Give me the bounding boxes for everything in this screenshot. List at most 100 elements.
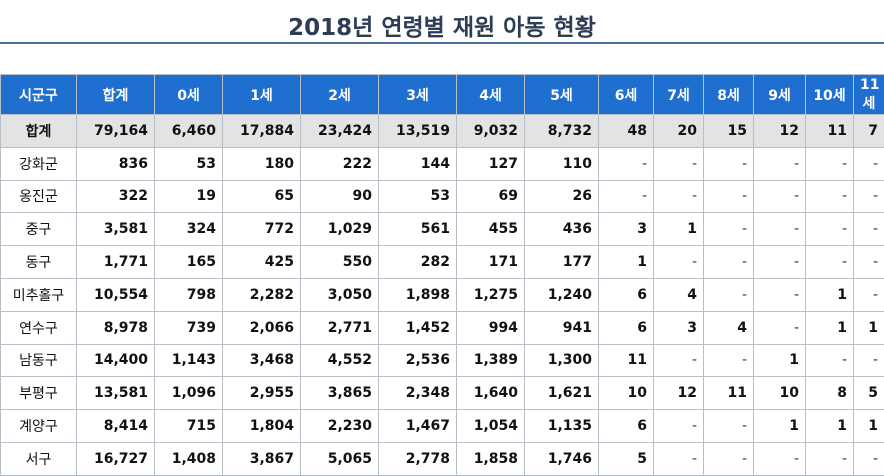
- count-cell: 4,552: [301, 344, 379, 377]
- count-cell: 1,452: [379, 311, 457, 344]
- count-cell: 10: [599, 377, 654, 410]
- page-title: 2018년 연령별 재원 아동 현황: [0, 8, 884, 42]
- count-cell: 994: [457, 311, 525, 344]
- district-cell: 남동구: [1, 344, 77, 377]
- count-cell: 550: [301, 246, 379, 279]
- count-cell: 3,867: [223, 442, 301, 475]
- count-cell: 10,554: [77, 278, 155, 311]
- count-cell: 17,884: [223, 115, 301, 148]
- count-cell: 20: [654, 115, 704, 148]
- count-cell: 1,467: [379, 410, 457, 443]
- count-cell: -: [754, 180, 806, 213]
- count-cell: -: [654, 410, 704, 443]
- count-cell: 1,300: [525, 344, 599, 377]
- count-cell: 941: [525, 311, 599, 344]
- count-cell: 69: [457, 180, 525, 213]
- count-cell: 2,348: [379, 377, 457, 410]
- count-cell: 1,858: [457, 442, 525, 475]
- count-cell: 1,621: [525, 377, 599, 410]
- count-cell: -: [654, 246, 704, 279]
- count-cell: 9,032: [457, 115, 525, 148]
- count-cell: 1,029: [301, 213, 379, 246]
- count-cell: -: [854, 442, 884, 475]
- count-cell: -: [806, 147, 854, 180]
- count-cell: 436: [525, 213, 599, 246]
- count-cell: 1: [854, 311, 884, 344]
- count-cell: 79,164: [77, 115, 155, 148]
- count-cell: 6,460: [155, 115, 223, 148]
- count-cell: 324: [155, 213, 223, 246]
- count-cell: 1,408: [155, 442, 223, 475]
- count-cell: -: [754, 278, 806, 311]
- district-cell: 동구: [1, 246, 77, 279]
- count-cell: -: [854, 246, 884, 279]
- count-cell: 5: [854, 377, 884, 410]
- count-cell: 836: [77, 147, 155, 180]
- count-cell: 5: [599, 442, 654, 475]
- column-header: 시군구: [1, 75, 77, 115]
- count-cell: 13,581: [77, 377, 155, 410]
- count-cell: 772: [223, 213, 301, 246]
- count-cell: -: [704, 344, 754, 377]
- column-header: 0세: [155, 75, 223, 115]
- count-cell: 1,804: [223, 410, 301, 443]
- count-cell: 23,424: [301, 115, 379, 148]
- count-cell: 1,054: [457, 410, 525, 443]
- count-cell: -: [704, 180, 754, 213]
- count-cell: 1: [754, 410, 806, 443]
- count-cell: 3,865: [301, 377, 379, 410]
- title-underline: [0, 42, 884, 44]
- count-cell: 1: [806, 311, 854, 344]
- count-cell: 15: [704, 115, 754, 148]
- count-cell: 282: [379, 246, 457, 279]
- column-header: 11세: [854, 75, 884, 115]
- count-cell: 1,096: [155, 377, 223, 410]
- count-cell: -: [599, 147, 654, 180]
- count-cell: 90: [301, 180, 379, 213]
- column-header: 4세: [457, 75, 525, 115]
- count-cell: 1: [599, 246, 654, 279]
- count-cell: -: [854, 213, 884, 246]
- count-cell: 2,282: [223, 278, 301, 311]
- count-cell: 6: [599, 311, 654, 344]
- count-cell: -: [854, 147, 884, 180]
- count-cell: -: [704, 278, 754, 311]
- count-cell: 53: [379, 180, 457, 213]
- column-header: 3세: [379, 75, 457, 115]
- count-cell: 8,978: [77, 311, 155, 344]
- count-cell: 48: [599, 115, 654, 148]
- count-cell: -: [654, 147, 704, 180]
- count-cell: 1,898: [379, 278, 457, 311]
- count-cell: 455: [457, 213, 525, 246]
- count-cell: 222: [301, 147, 379, 180]
- count-cell: 10: [754, 377, 806, 410]
- count-cell: -: [854, 278, 884, 311]
- count-cell: 1,746: [525, 442, 599, 475]
- count-cell: 3: [654, 311, 704, 344]
- count-cell: -: [754, 442, 806, 475]
- count-cell: 1,640: [457, 377, 525, 410]
- count-cell: 1: [854, 410, 884, 443]
- title-area: 2018년 연령별 재원 아동 현황: [0, 0, 884, 44]
- count-cell: 11: [704, 377, 754, 410]
- count-cell: 6: [599, 278, 654, 311]
- count-cell: 2,778: [379, 442, 457, 475]
- count-cell: 12: [754, 115, 806, 148]
- count-cell: 1,240: [525, 278, 599, 311]
- count-cell: 13,519: [379, 115, 457, 148]
- count-cell: -: [704, 246, 754, 279]
- count-cell: 6: [599, 410, 654, 443]
- count-cell: -: [654, 344, 704, 377]
- count-cell: 3,581: [77, 213, 155, 246]
- count-cell: 177: [525, 246, 599, 279]
- count-cell: 11: [806, 115, 854, 148]
- district-cell: 미추홀구: [1, 278, 77, 311]
- count-cell: 3: [599, 213, 654, 246]
- count-cell: 180: [223, 147, 301, 180]
- count-cell: -: [754, 311, 806, 344]
- district-cell: 계양구: [1, 410, 77, 443]
